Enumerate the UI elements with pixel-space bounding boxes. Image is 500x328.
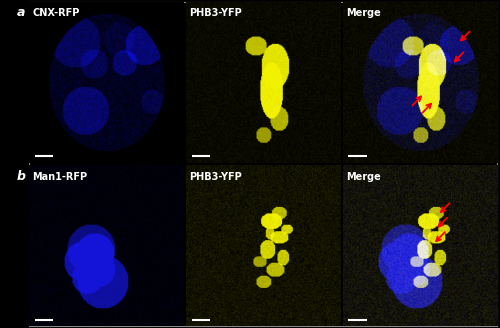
Text: a: a	[16, 7, 25, 19]
Text: PHB3-YFP: PHB3-YFP	[190, 172, 242, 182]
Text: b: b	[16, 170, 26, 183]
Text: PHB3-YFP: PHB3-YFP	[190, 9, 242, 18]
Text: Merge: Merge	[346, 172, 381, 182]
Text: CNX-RFP: CNX-RFP	[32, 9, 80, 18]
Text: Man1-RFP: Man1-RFP	[32, 172, 88, 182]
Text: Merge: Merge	[346, 9, 381, 18]
